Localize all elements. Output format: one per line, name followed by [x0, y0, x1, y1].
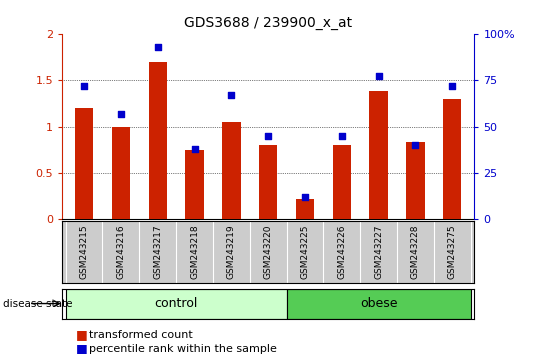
Text: control: control — [155, 297, 198, 310]
Text: ■: ■ — [75, 328, 87, 341]
Bar — [75, 108, 93, 219]
Text: GSM243215: GSM243215 — [80, 224, 88, 279]
Bar — [369, 91, 388, 219]
Point — [301, 194, 309, 200]
Point — [264, 133, 273, 139]
Text: GSM243228: GSM243228 — [411, 224, 420, 279]
Bar — [149, 62, 167, 219]
Bar — [406, 142, 425, 219]
Point — [154, 44, 162, 50]
Bar — [222, 122, 240, 219]
Point — [80, 83, 88, 88]
Text: GSM243220: GSM243220 — [264, 224, 273, 279]
Text: transformed count: transformed count — [89, 330, 192, 339]
Title: GDS3688 / 239900_x_at: GDS3688 / 239900_x_at — [184, 16, 352, 30]
Text: GSM243227: GSM243227 — [374, 224, 383, 279]
Bar — [259, 145, 278, 219]
Text: obese: obese — [360, 297, 397, 310]
Text: percentile rank within the sample: percentile rank within the sample — [89, 344, 277, 354]
Bar — [287, 289, 471, 319]
Bar — [66, 289, 287, 319]
Text: GSM243226: GSM243226 — [337, 224, 346, 279]
Text: GSM243217: GSM243217 — [153, 224, 162, 279]
Bar — [185, 150, 204, 219]
Bar — [296, 199, 314, 219]
Point — [374, 74, 383, 79]
Point — [190, 146, 199, 152]
Point — [116, 111, 125, 116]
Bar — [112, 127, 130, 219]
Point — [448, 83, 457, 88]
Text: disease state: disease state — [3, 298, 72, 309]
Text: GSM243219: GSM243219 — [227, 224, 236, 279]
Text: ■: ■ — [75, 342, 87, 354]
Point — [411, 142, 420, 148]
Point — [227, 92, 236, 98]
Text: GSM243216: GSM243216 — [116, 224, 126, 279]
Point — [337, 133, 346, 139]
Text: GSM243275: GSM243275 — [448, 224, 457, 279]
Text: GSM243218: GSM243218 — [190, 224, 199, 279]
Bar — [443, 99, 461, 219]
Bar — [333, 145, 351, 219]
Text: GSM243225: GSM243225 — [300, 224, 309, 279]
